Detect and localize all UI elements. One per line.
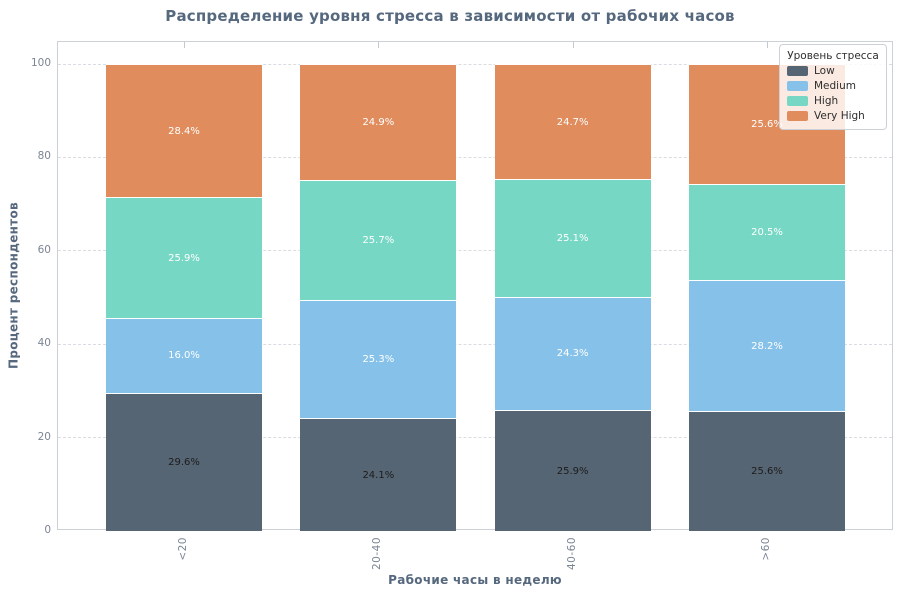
bar-segment: 16.0% (106, 318, 262, 393)
bar-segment: 25.9% (106, 197, 262, 319)
top-axis-tick (184, 42, 185, 48)
gridline (58, 156, 892, 158)
gridline (58, 437, 892, 439)
bar-segment: 25.1% (494, 179, 651, 297)
bar-segment: 25.9% (494, 410, 651, 531)
legend-item-label: High (814, 95, 839, 107)
legend-item: Low (787, 65, 879, 77)
legend-swatch (787, 81, 808, 91)
y-tick-label: 20 (37, 430, 51, 443)
legend-item: Medium (787, 80, 879, 92)
x-tick-label: >60 (759, 537, 772, 561)
legend-swatch (787, 96, 808, 106)
segment-label: 25.6% (751, 466, 783, 478)
segment-label: 25.9% (556, 465, 589, 477)
bar-segment: 24.7% (494, 64, 651, 180)
x-axis-label: Рабочие часы в неделю (388, 573, 562, 587)
segment-label: 24.9% (362, 117, 395, 129)
x-tick-label: 20-40 (371, 537, 384, 571)
segment-label: 24.1% (362, 469, 395, 481)
bar-segment: 20.5% (688, 184, 845, 280)
y-tick-label: 0 (44, 524, 51, 536)
gridline (58, 250, 892, 252)
top-axis-tick (378, 42, 380, 48)
legend-title: Уровень стресса (787, 50, 879, 62)
segment-label: 28.4% (168, 125, 200, 137)
plot-area: 29.6% 16.0% 25.9% 28.4% 24.1% 25.3% 25.7% 24.9%… (57, 41, 893, 531)
legend: Уровень стресса Low Medium High Very High (779, 44, 887, 130)
legend-item-label: Low (814, 65, 835, 77)
x-tick-label: 40-60 (565, 537, 578, 571)
y-tick-label: 80 (37, 150, 51, 163)
legend-swatch (787, 111, 808, 121)
segment-label: 25.6% (751, 119, 783, 131)
segment-label: 24.7% (556, 116, 589, 128)
segment-label: 24.3% (556, 348, 589, 360)
segment-label: 29.6% (168, 456, 200, 468)
bar-segment: 25.7% (300, 180, 457, 301)
legend-swatch (787, 66, 808, 76)
legend-item: Very High (787, 110, 879, 122)
top-axis-tick (766, 42, 768, 48)
bar-segment: 25.3% (300, 300, 457, 419)
bar-segment: 24.9% (300, 64, 457, 181)
gridline (58, 343, 892, 345)
bar-segment: 28.2% (688, 279, 845, 412)
chart-title: Распределение уровня стресса в зависимос… (165, 7, 735, 25)
x-tick-label: <20 (177, 537, 189, 561)
y-axis-label: Процент респондентов (6, 202, 21, 369)
legend-item-label: Medium (814, 80, 856, 92)
bar-segment: 24.1% (300, 418, 457, 531)
legend-item: High (787, 95, 879, 107)
segment-label: 25.7% (362, 235, 395, 247)
segment-label: 25.9% (168, 252, 200, 264)
segment-label: 25.1% (556, 232, 589, 244)
bar-segment: 28.4% (106, 64, 262, 198)
y-tick-label: 60 (37, 243, 51, 256)
top-axis-tick (572, 42, 574, 48)
segment-label: 25.3% (362, 354, 395, 366)
legend-items: Low Medium High Very High (787, 65, 879, 122)
bar-segment: 29.6% (106, 392, 262, 531)
bar-segment: 25.6% (688, 411, 845, 531)
segment-label: 20.5% (751, 226, 783, 238)
gridline (58, 63, 892, 65)
legend-item-label: Very High (814, 110, 865, 122)
segment-label: 28.2% (751, 340, 783, 352)
segment-label: 16.0% (168, 350, 200, 362)
y-tick-label: 40 (37, 337, 51, 350)
bar-segment: 24.3% (494, 296, 651, 411)
y-tick-label: 100 (30, 57, 51, 69)
